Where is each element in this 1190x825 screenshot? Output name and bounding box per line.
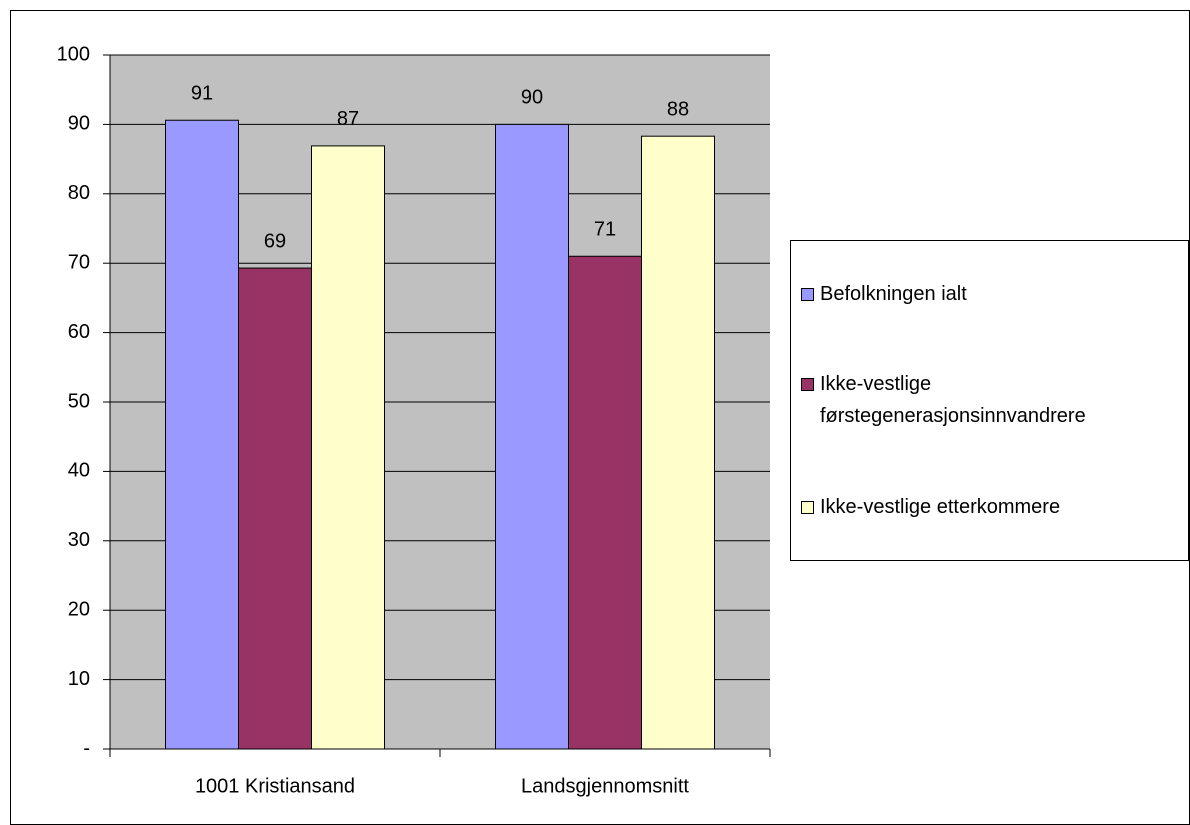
- y-tick-label: 60: [68, 321, 90, 343]
- x-tick-label: Landsgjennomsnitt: [521, 775, 689, 797]
- bar: [311, 145, 385, 750]
- y-tick-label: 50: [68, 390, 90, 412]
- legend: Befolkningen ialt Ikke-vestlige førstegen…: [790, 240, 1189, 561]
- legend-entry: Befolkningen ialt: [801, 278, 1178, 310]
- legend-label: Befolkningen ialt: [820, 283, 967, 306]
- legend-entry: Ikke-vestlige etterkommere: [801, 491, 1178, 523]
- data-label: 88: [667, 98, 689, 120]
- data-label: 71: [594, 219, 616, 241]
- legend-label: Ikke-vestlige førstegenerasjonsinnvandre…: [820, 373, 1086, 428]
- y-tick-label: -: [83, 737, 90, 759]
- bar: [238, 267, 312, 750]
- y-tick-label: 90: [68, 113, 90, 135]
- data-label: 87: [337, 108, 359, 130]
- data-label: 69: [264, 230, 286, 252]
- bar: [568, 255, 642, 750]
- y-tick-label: 20: [68, 598, 90, 620]
- y-tick-label: 100: [57, 43, 90, 65]
- bar: [495, 123, 569, 750]
- legend-swatch: [801, 378, 814, 392]
- legend-swatch: [801, 288, 814, 302]
- legend-entry: Ikke-vestlige førstegenerasjonsinnvandre…: [801, 368, 1178, 432]
- y-tick-label: 70: [68, 251, 90, 273]
- bar: [165, 119, 239, 750]
- x-tick-label: 1001 Kristiansand: [195, 775, 355, 797]
- legend-swatch: [801, 500, 814, 514]
- y-tick-label: 10: [68, 668, 90, 690]
- data-label: 90: [521, 87, 543, 109]
- y-tick-label: 80: [68, 182, 90, 204]
- bar: [641, 135, 715, 750]
- y-tick-label: 30: [68, 529, 90, 551]
- y-tick-label: 40: [68, 460, 90, 482]
- data-label: 91: [191, 83, 213, 105]
- legend-label: Ikke-vestlige etterkommere: [820, 495, 1061, 518]
